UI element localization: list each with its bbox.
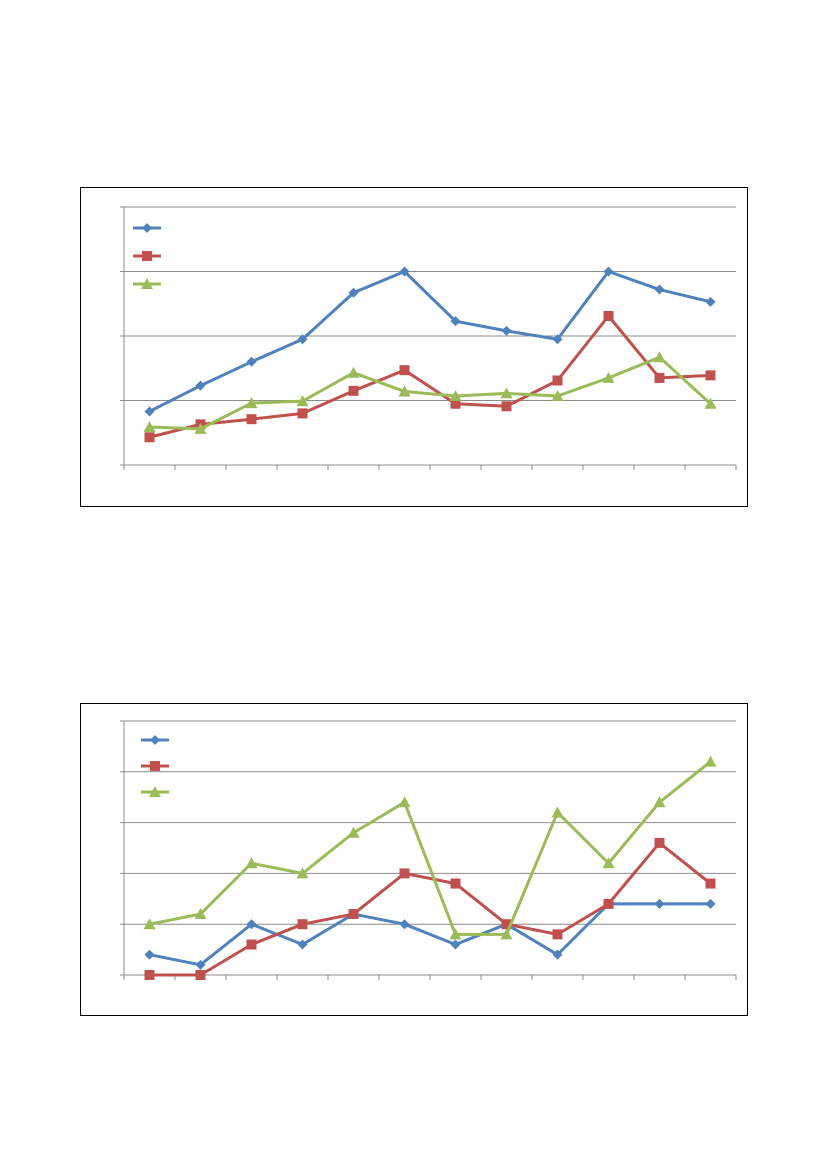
series-2-point xyxy=(246,939,257,950)
series-1-point xyxy=(195,959,206,970)
legend-series-3-marker xyxy=(149,786,161,797)
series-1-point xyxy=(705,898,716,909)
series-1-point xyxy=(450,316,461,327)
line-chart-2 xyxy=(80,703,748,1016)
line-chart-1 xyxy=(80,187,748,507)
series-1-point xyxy=(246,356,257,367)
series-3-point xyxy=(551,806,564,818)
series-2-point xyxy=(450,878,461,889)
series-2-line xyxy=(149,841,712,977)
series-2-point xyxy=(144,970,155,980)
series-3-point xyxy=(653,796,666,808)
legend-series-3-marker xyxy=(141,278,153,289)
series-3-point xyxy=(194,908,207,920)
series-2-point xyxy=(144,432,155,443)
series-3-point xyxy=(500,387,513,399)
series-2-point xyxy=(297,919,308,930)
series-1-line xyxy=(148,270,711,413)
series-2-point xyxy=(654,837,665,848)
series-3-point xyxy=(551,389,564,401)
series-2-point xyxy=(501,401,512,412)
series-2-point xyxy=(654,372,665,383)
series-3-line xyxy=(149,760,712,936)
legend-series-1-marker xyxy=(150,735,160,745)
series-3-point xyxy=(398,385,411,397)
series-3-point xyxy=(296,867,309,879)
series-2-point xyxy=(348,385,359,396)
series-3-point xyxy=(143,420,156,432)
series-2-point xyxy=(552,929,563,940)
legend-series-2-marker xyxy=(150,761,160,771)
series-2-point xyxy=(603,311,614,322)
series-3-point xyxy=(704,755,717,767)
series-3-point xyxy=(602,857,615,869)
series-3-point xyxy=(449,928,462,940)
series-1-point xyxy=(501,325,512,336)
series-1-point xyxy=(552,334,563,345)
legend-series-1-marker xyxy=(142,223,152,233)
series-1-point xyxy=(246,919,257,930)
series-2-point xyxy=(705,878,716,889)
series-2-point xyxy=(348,909,359,920)
series-2-point xyxy=(399,868,410,879)
series-1-point xyxy=(603,266,614,277)
series-3-point xyxy=(500,928,513,940)
series-1-point xyxy=(654,284,665,295)
series-2-point xyxy=(195,970,206,980)
series-2-point xyxy=(552,375,563,386)
series-2-point xyxy=(450,398,461,409)
series-2-point xyxy=(297,408,308,419)
series-2-point xyxy=(399,365,410,376)
series-1-point xyxy=(450,939,461,950)
series-2-point xyxy=(603,898,614,909)
series-3-point xyxy=(347,366,360,378)
series-3-point xyxy=(704,397,717,409)
series-3-point xyxy=(653,351,666,363)
series-1-point xyxy=(552,949,563,960)
series-1-point xyxy=(705,296,716,307)
series-2-point xyxy=(501,919,512,930)
series-3-point xyxy=(449,389,462,401)
series-1-point xyxy=(348,287,359,298)
series-3-point xyxy=(398,796,411,808)
series-3-line xyxy=(149,355,712,431)
series-3-point xyxy=(296,395,309,407)
series-1-point xyxy=(654,898,665,909)
series-1-line xyxy=(149,902,711,967)
series-1-point xyxy=(144,949,155,960)
legend-series-2-marker xyxy=(142,251,152,261)
series-1-point xyxy=(399,266,410,277)
series-1-point xyxy=(297,939,308,950)
series-2-point xyxy=(246,414,257,425)
chart-2-plot xyxy=(120,720,737,980)
series-3-point xyxy=(143,918,156,930)
series-3-point xyxy=(245,857,258,869)
series-2-line xyxy=(149,314,711,439)
series-1-point xyxy=(297,334,308,345)
series-3-point xyxy=(347,826,360,838)
series-1-point xyxy=(195,380,206,391)
series-1-point xyxy=(399,919,410,930)
series-3-point xyxy=(194,422,207,434)
chart-1-plot xyxy=(120,206,737,470)
series-2-point xyxy=(705,370,716,381)
series-3-point xyxy=(602,371,615,383)
series-1-point xyxy=(144,406,155,417)
series-3-point xyxy=(245,397,258,409)
